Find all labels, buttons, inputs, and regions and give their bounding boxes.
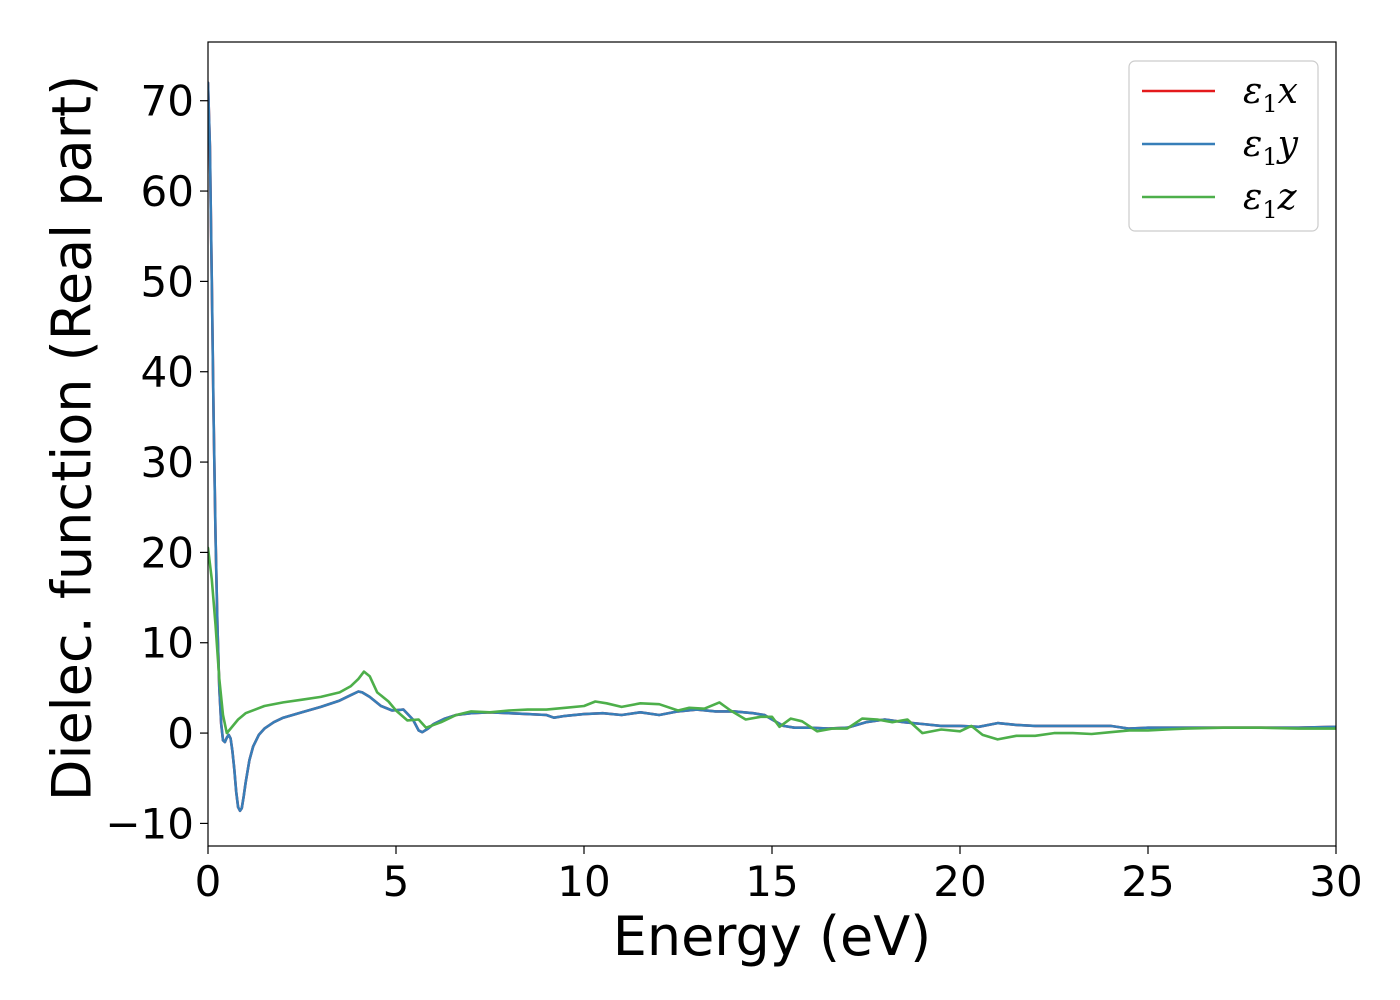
y-tick-label: 50	[141, 257, 194, 306]
x-tick-label: 10	[557, 857, 610, 906]
x-tick-label: 30	[1309, 857, 1362, 906]
legend-label-x: ε1x	[1243, 71, 1298, 118]
legend-label-base: ε	[1243, 71, 1262, 112]
x-tick-label: 15	[745, 857, 798, 906]
y-axis: −10 0 10 20 30 40 50 60 70	[105, 77, 208, 848]
legend-label-z: ε1z	[1243, 177, 1298, 224]
x-tick-label: 25	[1121, 857, 1174, 906]
legend-label-subscript: 1	[1262, 143, 1277, 171]
y-tick-label: 70	[141, 77, 194, 126]
legend-label-subscript: 1	[1262, 196, 1277, 224]
y-tick-label: 20	[141, 528, 194, 577]
y-tick-label: 0	[167, 709, 194, 758]
legend-box	[1128, 60, 1319, 232]
series-line-z	[208, 546, 1336, 741]
x-axis-title: Energy (eV)	[613, 905, 932, 968]
y-axis-title: Dielec. function (Real part)	[41, 75, 104, 801]
legend-label-subscript: 1	[1262, 90, 1277, 118]
y-tick-label: 10	[141, 619, 194, 668]
y-tick-label: −10	[105, 799, 194, 848]
legend-label-var: y	[1276, 124, 1299, 165]
plot-lines	[208, 81, 1336, 813]
x-axis: 0 5 10 15 20 25 30	[195, 846, 1363, 906]
legend-label-base: ε	[1243, 177, 1262, 218]
x-tick-label: 5	[383, 857, 410, 906]
legend-label-y: ε1y	[1243, 124, 1299, 171]
y-tick-label: 60	[141, 167, 194, 216]
legend-label-var: x	[1278, 71, 1298, 112]
x-tick-label: 20	[933, 857, 986, 906]
y-tick-label: 30	[141, 438, 194, 487]
x-tick-label: 0	[195, 857, 222, 906]
legend-label-base: ε	[1243, 124, 1262, 165]
legend-label-var: z	[1277, 177, 1298, 218]
y-tick-label: 40	[141, 348, 194, 397]
